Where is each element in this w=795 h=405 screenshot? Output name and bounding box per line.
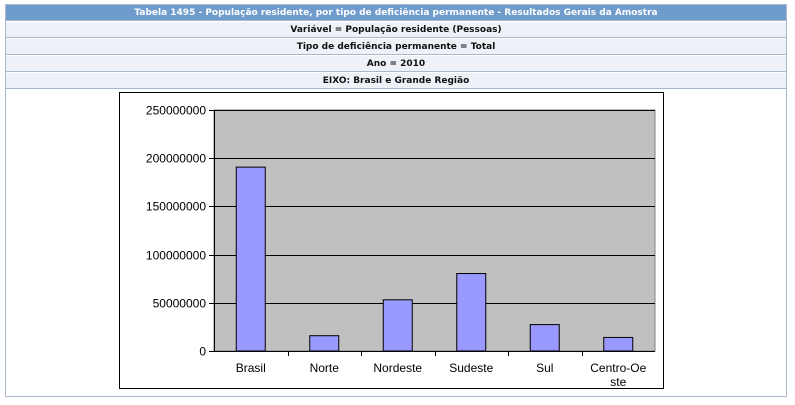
y-tick-label: 250000000	[146, 104, 206, 118]
x-tick-label: Brasil	[236, 361, 266, 375]
variable-row: Variável = População residente (Pessoas)	[6, 22, 786, 38]
bar-sul	[529, 324, 560, 352]
x-tick-label: Centro-Oe	[590, 361, 646, 375]
axis-row: EIXO: Brasil e Grande Região	[6, 73, 786, 89]
x-tick-label: Sudeste	[449, 361, 493, 375]
plot-area	[213, 109, 656, 352]
bar-sudeste	[456, 273, 487, 352]
x-tick-label: ste	[610, 375, 626, 388]
y-tick-label: 0	[199, 345, 206, 359]
table-title: Tabela 1495 - População residente, por t…	[6, 5, 786, 21]
y-tick-label: 100000000	[146, 249, 206, 263]
x-tick-label: Sul	[536, 361, 553, 375]
bar-chart: 0 50000000 100000000 150000000 200000000 2500…	[119, 92, 664, 389]
bar-chart-svg: 0 50000000 100000000 150000000 200000000 2500…	[146, 104, 656, 389]
bar-nordeste	[382, 299, 413, 352]
y-tick-label: 200000000	[146, 152, 206, 166]
bar-norte	[309, 335, 340, 352]
bar-centro-oeste	[603, 336, 634, 352]
x-tick-label: Nordeste	[373, 361, 422, 375]
bar-brasil	[235, 166, 266, 352]
year-row: Ano = 2010	[6, 56, 786, 72]
y-tick-label: 150000000	[146, 200, 206, 214]
y-tick-label: 50000000	[153, 297, 207, 311]
disability-type-row: Tipo de deficiência permanente = Total	[6, 39, 786, 55]
x-tick-label: Norte	[310, 361, 340, 375]
